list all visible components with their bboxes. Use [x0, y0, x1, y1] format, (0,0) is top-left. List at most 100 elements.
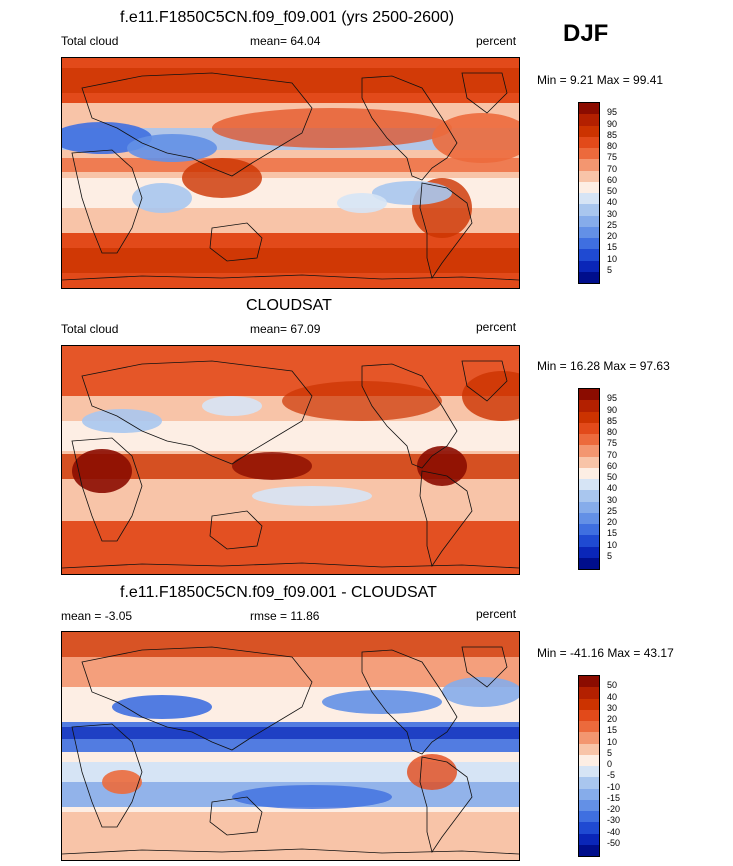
field-blob — [432, 113, 519, 163]
field-band — [62, 762, 519, 782]
colorbar-swatch — [579, 698, 599, 710]
colorbar-swatch — [579, 676, 599, 688]
coastline — [461, 72, 508, 114]
field-blob — [282, 381, 442, 421]
coastline — [361, 649, 458, 755]
panel-3-mean-label: mean = -3.05 — [61, 609, 133, 623]
colorbar-swatch — [579, 535, 599, 547]
field-band — [62, 812, 519, 860]
colorbar-swatch — [579, 479, 599, 491]
field-band — [62, 68, 519, 93]
colorbar-tick-label: 50 — [607, 186, 618, 196]
colorbar-tick-label: 70 — [607, 449, 618, 460]
colorbar-swatch — [579, 411, 599, 423]
colorbar-swatch — [579, 181, 599, 193]
panel-1-field — [62, 58, 519, 288]
colorbar-swatch — [579, 400, 599, 412]
field-band — [62, 727, 519, 739]
field-blob — [252, 486, 372, 506]
colorbar-swatch — [579, 467, 599, 479]
colorbar-tick-label: 30 — [607, 208, 618, 219]
colorbar-swatch — [579, 136, 599, 148]
colorbar-tick-label: 15 — [607, 528, 618, 539]
coastline — [71, 149, 143, 254]
coastline — [361, 75, 458, 181]
field-blob — [232, 452, 312, 480]
colorbar-tick-label: 25 — [607, 219, 618, 230]
colorbar-tick-label: 90 — [607, 404, 618, 415]
colorbar-tick-label: -15 — [607, 792, 621, 803]
colorbar-swatch — [579, 524, 599, 536]
panel-2-field — [62, 346, 519, 574]
colorbar-swatch — [579, 732, 599, 744]
colorbar-swatch — [579, 159, 599, 171]
colorbar-swatch — [579, 822, 599, 834]
colorbar-tick-label: 60 — [607, 174, 618, 185]
panel-3-field — [62, 632, 519, 860]
colorbar-tick-label: -20 — [607, 804, 621, 814]
colorbar-tick-label: 15 — [607, 725, 618, 736]
panel-3-rmse-label: rmse = 11.86 — [250, 609, 320, 623]
field-blob — [337, 193, 387, 213]
colorbar-tick-label: 10 — [607, 253, 618, 264]
field-blob — [132, 183, 192, 213]
panel-2-title: CLOUDSAT — [246, 297, 332, 314]
coastline — [361, 363, 458, 469]
colorbar-tick-label: 95 — [607, 107, 618, 118]
colorbar-swatch — [579, 434, 599, 446]
colorbar-swatch — [579, 238, 599, 250]
colorbar-swatch — [579, 557, 599, 569]
field-blob — [182, 158, 262, 198]
field-blob — [102, 770, 142, 794]
field-blob — [442, 677, 519, 707]
panel-2-minmax: Min = 16.28 Max = 97.63 — [537, 359, 670, 373]
colorbar-swatch — [579, 226, 599, 238]
colorbar-tick-label: -30 — [607, 815, 621, 826]
panel-2-map — [61, 345, 520, 575]
coastline — [81, 360, 313, 465]
colorbar-tick-label: -40 — [607, 826, 621, 837]
colorbar-tick-label: 85 — [607, 415, 618, 426]
colorbar-swatch — [579, 754, 599, 766]
colorbar-swatch — [579, 512, 599, 524]
coastline — [62, 274, 519, 281]
field-blob — [72, 449, 132, 493]
coastline — [419, 470, 473, 567]
colorbar-tick-label: 30 — [607, 702, 618, 713]
field-blob — [212, 108, 452, 148]
colorbar-tick-label: -5 — [607, 770, 616, 781]
coastline — [419, 756, 473, 853]
coastline — [461, 360, 508, 402]
colorbar-swatch — [579, 743, 599, 755]
colorbar-tick-label: 30 — [607, 494, 618, 505]
colorbar-tick-label: -50 — [607, 837, 621, 848]
colorbar-swatch — [579, 204, 599, 216]
colorbar-swatch — [579, 170, 599, 182]
colorbar-tick-label: -10 — [607, 781, 621, 792]
panel-3-map — [61, 631, 520, 861]
colorbar-tick-label: 5 — [607, 747, 613, 758]
colorbar-swatch — [579, 687, 599, 699]
field-blob — [417, 446, 467, 486]
colorbar-tick-label: 80 — [607, 141, 618, 151]
colorbar-swatch — [579, 844, 599, 856]
panel-3-colorbar — [578, 675, 600, 857]
panel-1-colorbar — [578, 102, 600, 284]
field-blob — [82, 409, 162, 433]
panel-2-units-label: percent — [476, 320, 517, 334]
coastline — [419, 182, 473, 279]
panel-2-mean-label: mean= 67.09 — [250, 322, 321, 336]
colorbar-tick-label: 60 — [607, 460, 618, 471]
coastline — [81, 72, 313, 177]
colorbar-swatch — [579, 125, 599, 137]
colorbar-tick-label: 5 — [607, 550, 613, 561]
coastline — [62, 848, 519, 855]
coastline — [71, 437, 143, 542]
colorbar-tick-label: 95 — [607, 393, 618, 404]
field-blob — [112, 695, 212, 719]
colorbar-swatch — [579, 389, 599, 401]
coastline — [461, 646, 508, 688]
colorbar-tick-label: 40 — [607, 197, 618, 208]
coastline — [81, 646, 313, 751]
colorbar-tick-label: 0 — [607, 759, 613, 769]
